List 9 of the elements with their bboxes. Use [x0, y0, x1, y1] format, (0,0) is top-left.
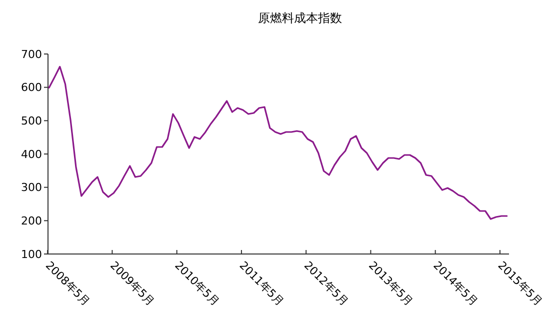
y-tick-label: 500 [21, 114, 42, 128]
chart-title: 原燃料成本指数 [258, 11, 342, 25]
y-tick-label: 300 [21, 181, 42, 194]
y-tick-label: 200 [21, 214, 42, 228]
y-tick-label: 700 [21, 48, 42, 61]
y-tick-label: 400 [21, 148, 42, 161]
y-tick-label: 600 [21, 81, 42, 94]
y-tick-label: 100 [21, 248, 42, 261]
line-series [48, 66, 508, 220]
